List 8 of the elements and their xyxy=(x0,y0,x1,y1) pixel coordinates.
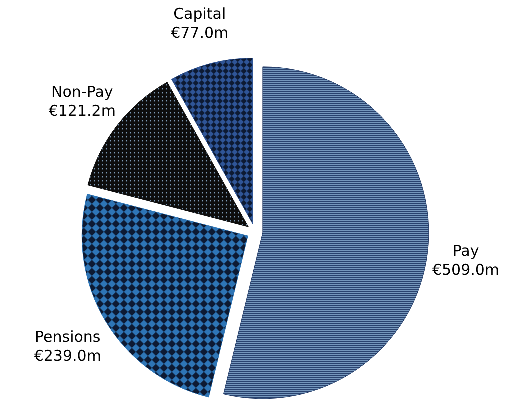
slice-label: Capital xyxy=(174,5,226,24)
data-label: €77.0m xyxy=(171,24,229,42)
data-label: €239.0m xyxy=(34,346,102,365)
slice-label: Non-Pay xyxy=(52,82,114,101)
slice-label: Pensions xyxy=(35,328,101,346)
data-label: €509.0m xyxy=(432,260,500,279)
data-label: €121.2m xyxy=(48,102,116,120)
slice-label: Pay xyxy=(452,242,480,260)
